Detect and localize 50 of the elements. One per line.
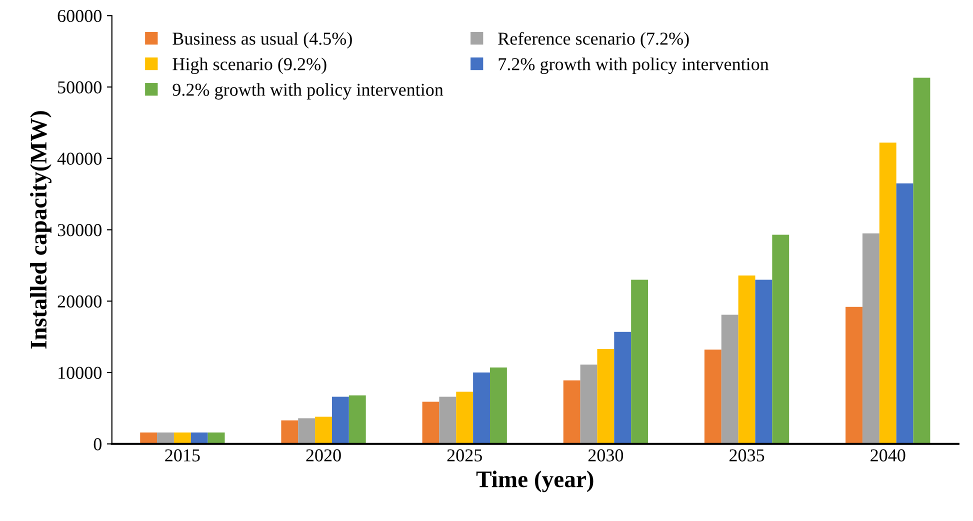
x-axis-title: Time (year) [476, 470, 594, 492]
bar [772, 234, 790, 444]
x-tick-label: 2025 [447, 449, 482, 462]
bar [157, 432, 174, 444]
legend-label: 9.2% growth with policy intervention [172, 83, 444, 100]
bar [422, 402, 440, 444]
bar [597, 348, 614, 444]
legend-label: 7.2% growth with policy intervention [498, 58, 769, 74]
y-tick-label: 40000 [57, 152, 102, 165]
y-tick-label: 10000 [58, 366, 102, 379]
bar [281, 420, 298, 444]
bar [439, 396, 456, 444]
bar [738, 275, 756, 444]
bar [348, 395, 366, 444]
bar [490, 368, 507, 444]
x-tick-label: 2015 [165, 449, 200, 462]
x-tick-label: 2035 [730, 449, 764, 462]
bar [456, 392, 474, 444]
bar [563, 380, 580, 444]
x-tick-label: 2040 [870, 449, 906, 462]
bar [315, 416, 332, 444]
bar [879, 142, 896, 444]
y-tick-label: 30000 [58, 224, 102, 236]
bar [332, 396, 349, 444]
bar [704, 350, 722, 444]
bar [862, 233, 880, 444]
x-tick-label: 2020 [306, 449, 341, 462]
bar [140, 432, 158, 444]
y-tick-label: 0 [94, 438, 102, 450]
bar [473, 372, 490, 444]
legend-label: High scenario (9.2%) [172, 58, 326, 74]
bar [174, 432, 191, 444]
y-tick-label: 60000 [58, 10, 102, 22]
bar [298, 418, 316, 444]
bar [846, 306, 862, 444]
legend-label: Reference scenario (7.2%) [498, 32, 689, 48]
bar [631, 280, 648, 444]
bar [580, 364, 598, 444]
bar [913, 78, 930, 444]
bar [190, 432, 208, 444]
x-tick-label: 2030 [588, 449, 624, 462]
y-axis-title: Installed capacity(MW) [30, 111, 52, 349]
bar [896, 183, 914, 444]
bar [721, 314, 738, 444]
bar [208, 432, 225, 444]
legend-label: Business as usual (4.5%) [172, 32, 352, 48]
y-tick-label: 50000 [58, 81, 102, 94]
bar [755, 280, 772, 444]
bar [614, 332, 632, 444]
y-tick-label: 20000 [58, 295, 102, 308]
